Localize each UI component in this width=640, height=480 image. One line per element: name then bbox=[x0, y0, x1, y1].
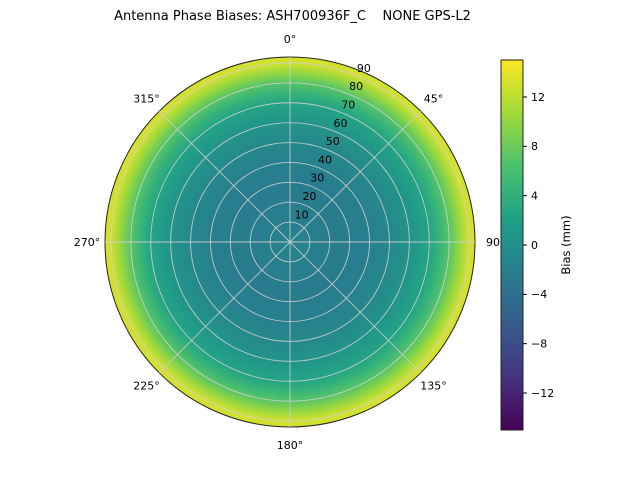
radial-tick-label: 10 bbox=[295, 208, 309, 221]
angular-tick-label: 270° bbox=[74, 236, 101, 249]
angular-tick-label: 180° bbox=[277, 439, 304, 452]
angular-tick-label: 225° bbox=[133, 379, 160, 392]
colorbar-tick-label: 4 bbox=[531, 190, 538, 203]
colorbar-tick-label: 0 bbox=[531, 239, 538, 252]
colorbar-axis-label: Bias (mm) bbox=[559, 215, 573, 274]
colorbar-tick-label: 12 bbox=[531, 91, 545, 104]
radial-tick-label: 70 bbox=[341, 98, 355, 111]
radial-tick-label: 60 bbox=[334, 117, 348, 130]
grid-spoke bbox=[158, 241, 291, 374]
radial-tick-label: 80 bbox=[349, 80, 363, 93]
angular-tick-label: 315° bbox=[133, 92, 160, 105]
chart-title: Antenna Phase Biases: ASH700936F_C NONE … bbox=[114, 9, 471, 24]
radial-tick-label: 50 bbox=[326, 135, 340, 148]
colorbar-tick-label: −8 bbox=[531, 338, 547, 351]
colorbar-tick-label: −12 bbox=[531, 387, 554, 400]
radial-tick-label: 20 bbox=[302, 190, 316, 203]
radial-tick-label: 40 bbox=[318, 153, 332, 166]
angular-tick-label: 90 bbox=[486, 236, 500, 249]
grid-spoke bbox=[289, 110, 422, 243]
colorbar-tick-label: −4 bbox=[531, 288, 547, 301]
radial-tick-label: 30 bbox=[310, 172, 324, 185]
grid-spoke bbox=[158, 110, 291, 243]
angular-tick-label: 0° bbox=[284, 33, 297, 46]
radial-tick-label: 90 bbox=[357, 62, 371, 75]
angular-tick-label: 135° bbox=[420, 379, 447, 392]
colorbar bbox=[500, 59, 524, 431]
angular-tick-label: 45° bbox=[424, 92, 444, 105]
colorbar-tick-label: 8 bbox=[531, 140, 538, 153]
grid-spoke bbox=[289, 241, 422, 374]
